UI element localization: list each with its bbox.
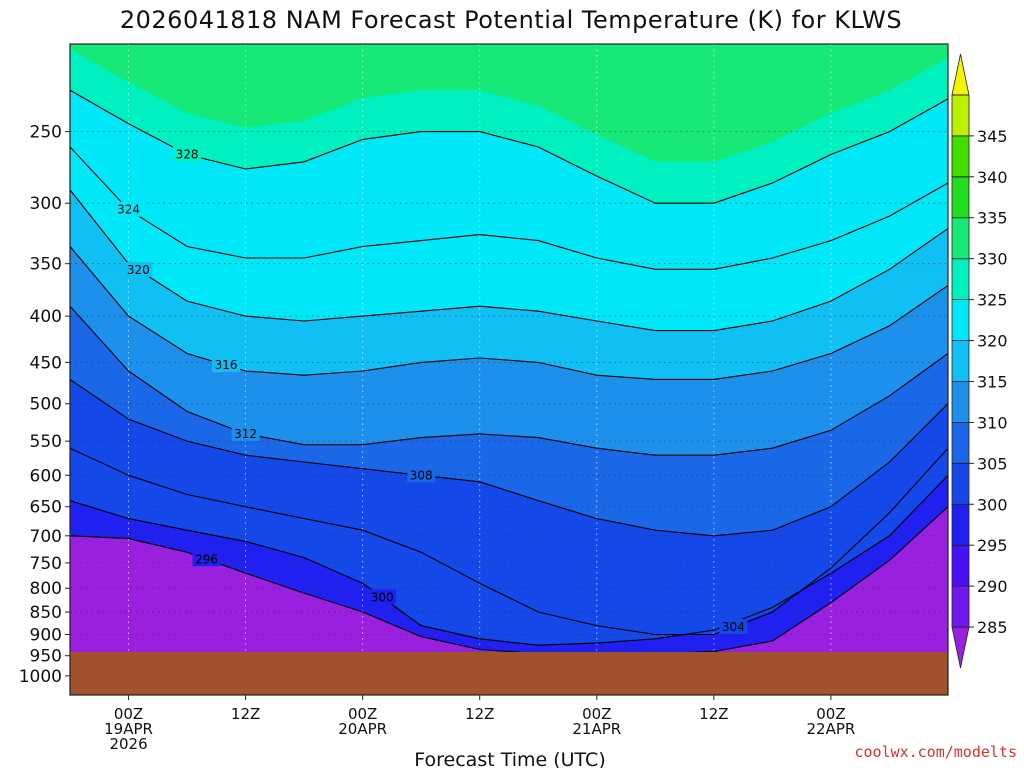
isentrope-line-308 <box>70 378 948 537</box>
isentrope-line-312 <box>70 305 948 456</box>
x-tick-label-0-3: 2026 <box>109 735 147 753</box>
x-tick-label-48-2: 21APR <box>572 720 621 738</box>
y-tick-label-800: 800 <box>30 579 62 599</box>
isentrope-label-300: 300 <box>371 590 394 604</box>
colorbar-segment-13 <box>951 94 970 137</box>
colorbar-label-295: 295 <box>977 536 1008 555</box>
colorbar-segment-2 <box>951 544 970 587</box>
y-tick-label-500: 500 <box>30 395 62 415</box>
isentrope-contours: 296 300 304 308 312 316 320 324 328 <box>70 89 948 655</box>
y-tick-label-600: 600 <box>30 466 62 486</box>
colorbar-segment-3 <box>951 503 970 546</box>
colorbar-segment-14 <box>951 53 970 96</box>
isentrope-label-bg-296 <box>192 551 221 567</box>
isentrope-line-324 <box>70 146 948 270</box>
x-tick-label-24-2: 20APR <box>338 720 387 738</box>
colorbar-segment-7 <box>951 340 970 382</box>
ground-terrain <box>70 652 948 695</box>
colorbar-segment-0 <box>951 626 970 669</box>
y-tick-label-250: 250 <box>30 123 62 143</box>
x-axis-title: Forecast Time (UTC) <box>414 749 605 768</box>
colorbar-label-305: 305 <box>977 454 1008 473</box>
colorbar-label-335: 335 <box>977 209 1008 228</box>
isentrope-label-312: 312 <box>234 427 257 441</box>
x-tick-label-60-1: 12Z <box>699 705 728 723</box>
isentrope-label-308: 308 <box>410 468 433 482</box>
y-tick-label-1000: 1000 <box>19 667 62 687</box>
x-tick-label-0-1: 00Z <box>114 705 143 723</box>
colorbar-segment-4 <box>951 462 970 505</box>
isentrope-label-324: 324 <box>117 203 140 217</box>
colorbar-label-285: 285 <box>977 618 1008 637</box>
y-tick-label-400: 400 <box>30 307 62 327</box>
x-tick-label-48-1: 00Z <box>582 705 611 723</box>
colorbar-segment-8 <box>951 299 970 341</box>
x-tick-label-24-1: 00Z <box>348 705 377 723</box>
colorbar-segment-10 <box>951 217 970 260</box>
credit-text: coolwx.com/modelts <box>854 743 1017 761</box>
y-tick-label-450: 450 <box>30 353 62 373</box>
y-tick-label-550: 550 <box>30 432 62 452</box>
y-tick-label-700: 700 <box>30 527 62 547</box>
isentrope-label-bg-300 <box>368 589 397 605</box>
colorbar-segment-1 <box>951 585 970 628</box>
isentrope-label-304: 304 <box>722 620 745 634</box>
isentrope-label-296: 296 <box>195 552 218 566</box>
colorbar-label-345: 345 <box>977 127 1008 146</box>
y-tick-label-650: 650 <box>30 498 62 518</box>
isentrope-label-bg-320 <box>124 261 153 277</box>
colorbar-label-325: 325 <box>977 291 1008 310</box>
isentrope-label-bg-316 <box>212 357 241 373</box>
colorbar-label-315: 315 <box>977 372 1008 391</box>
plot-frame <box>69 43 949 696</box>
x-tick-label-0-2: 19APR <box>104 720 153 738</box>
isentrope-line-328 <box>70 89 948 204</box>
isentrope-label-328: 328 <box>176 147 199 161</box>
y-axis: 2503003504004505005506006507007508008509… <box>19 123 70 687</box>
y-tick-label-900: 900 <box>30 625 62 645</box>
colorbar: 285 290 295 300 305 310 315 320 325 330 335 340 345 <box>951 53 1008 669</box>
isentrope-label-bg-308 <box>407 467 436 483</box>
fill-band-332 <box>70 44 948 162</box>
isentrope-line-304 <box>70 447 948 636</box>
colorbar-label-310: 310 <box>977 413 1008 432</box>
colorbar-segment-12 <box>951 135 970 178</box>
isentrope-label-bg-324 <box>114 201 143 217</box>
x-tick-label-72-2: 22APR <box>807 720 856 738</box>
colorbar-segment-11 <box>951 176 970 219</box>
x-tick-label-72-1: 00Z <box>816 705 845 723</box>
colorbar-label-340: 340 <box>977 168 1008 187</box>
isentrope-label-320: 320 <box>127 263 150 277</box>
y-tick-label-850: 850 <box>30 603 62 623</box>
x-tick-label-12-1: 12Z <box>231 705 260 723</box>
y-tick-label-350: 350 <box>30 255 62 275</box>
y-tick-label-300: 300 <box>30 194 62 214</box>
isentrope-label-bg-328 <box>173 146 202 162</box>
colorbar-label-330: 330 <box>977 250 1008 269</box>
colorbar-segment-6 <box>951 381 970 423</box>
isentrope-line-320 <box>70 189 948 332</box>
y-tick-label-750: 750 <box>30 554 62 574</box>
colorbar-label-320: 320 <box>977 332 1008 351</box>
isentrope-label-bg-312 <box>231 425 260 441</box>
x-tick-label-36-1: 12Z <box>465 705 494 723</box>
chart-title: 2026041818 NAM Forecast Potential Temper… <box>120 6 902 34</box>
colorbar-segment-5 <box>951 422 970 464</box>
y-tick-label-950: 950 <box>30 647 62 667</box>
colorbar-label-290: 290 <box>977 577 1008 596</box>
isentrope-label-bg-304 <box>719 619 748 635</box>
colorbar-segment-9 <box>951 258 970 300</box>
isentrope-label-316: 316 <box>215 358 238 372</box>
colorbar-label-300: 300 <box>977 495 1008 514</box>
